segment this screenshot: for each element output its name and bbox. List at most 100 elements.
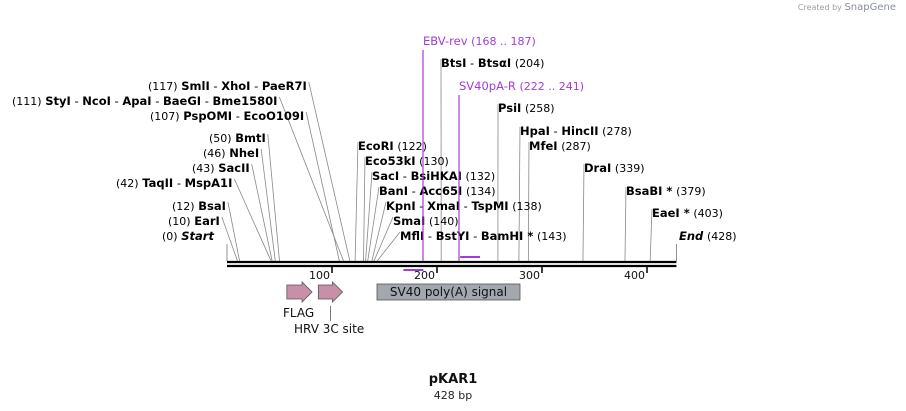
enzyme-connector-eco53ki [363,156,366,262]
enzyme-name-nhei: NheI [229,146,259,160]
enzyme-name-kpni: KpnI [386,199,416,213]
enzyme-label-ecori: EcoRI (122) [358,139,427,153]
primer-name-sv40pa-r: SV40pA-R [459,79,516,93]
enzyme-position-kpni: (138) [512,200,542,213]
enzyme-name-bsihkai: BsiHKAI [411,169,462,183]
primer-name-ebv-rev: EBV-rev [423,34,468,48]
enzyme-connector-hpai [518,126,521,262]
enzyme-name-ecori: EcoRI [358,139,394,153]
enzyme-name-hincii: HincII [561,124,598,138]
enzyme-label-drai: DraI (339) [584,161,645,175]
enzyme-name-styi: StyI [45,94,71,108]
enzyme-name-btsi: BtsI [441,56,466,70]
enzyme-label-btsi: BtsI - BtsαI (204) [441,56,544,70]
enzyme-position-eari: (10) [168,215,191,228]
enzyme-connector-drai [582,163,585,262]
primer-label-sv40pa-r: SV40pA-R (222 .. 241) [459,79,584,93]
enzyme-position-bani: (134) [466,185,496,198]
enzyme-name-pspomi: PspOMI [183,109,232,123]
enzyme-label-nhei: (46) NheI [203,146,259,160]
plasmid-name: pKAR1 [428,372,478,387]
methylation-star: * [680,206,690,220]
features: FLAG HRV 3C site SV40 poly(A) signal [283,281,521,336]
enzyme-name-eari: EarI [194,214,220,228]
enzyme-name-eaei: EaeI [652,206,680,220]
enzyme-label-smli: (117) SmlI - XhoI - PaeR7I [148,79,307,93]
enzyme-name-ncoi: NcoI [82,94,111,108]
ruler-label-200: 200 [414,269,435,282]
enzyme-name-bme1580i: Bme1580I [213,94,278,108]
enzyme-separator: - [399,169,410,183]
enzyme-position-eco53ki: (130) [419,155,449,168]
enzyme-position-psii: (258) [525,102,555,115]
enzyme-position-styi: (111) [12,95,42,108]
enzyme-position-smai: (140) [429,215,459,228]
enzyme-position-taqii: (42) [116,177,139,190]
enzyme-separator: - [424,229,435,243]
enzyme-name-saci: SacI [372,169,399,183]
enzyme-connector-ecori [354,141,359,262]
enzyme-labels: (117) SmlI - XhoI - PaeR7I(111) StyI - N… [12,56,737,243]
enzyme-label-styi: (111) StyI - NcoI - ApaI - BaeGI - Bme15… [12,94,277,108]
enzyme-position-mfei: (287) [561,140,591,153]
enzyme-name-bsai: BsaI [198,199,226,213]
enzyme-label-mfli: MflI - BstYI - BamHI * (143) [400,229,567,243]
enzyme-name-drai: DraI [584,161,611,175]
enzyme-label-saci: SacI - BsiHKAI (132) [372,169,495,183]
plasmid-length: 428 bp [433,389,473,402]
enzyme-name-eco53ki: Eco53kI [365,154,416,168]
backbone [227,260,677,268]
enzyme-connector-mfei [527,141,530,262]
feature-arrow-hrv-3c-site [317,281,344,303]
enzyme-name-mfli: MflI [400,229,424,243]
enzyme-position-eaei: (403) [693,207,723,220]
primer-label-ebv-rev: EBV-rev (168 .. 187) [423,34,536,48]
enzyme-name-bmti: BmtI [235,131,266,145]
enzyme-label-pspomi: (107) PspOMI - EcoO109I [150,109,304,123]
enzyme-label-eaei: EaeI * (403) [652,206,723,220]
watermark: Created by SnapGene [798,2,896,13]
ruler-label-100: 100 [309,269,330,282]
watermark-prefix: Created by [797,3,842,12]
feature-label-sv40-poly-a-signal: SV40 poly(A) signal [390,285,507,299]
enzyme-name-end: End [679,229,704,243]
enzyme-separator: - [201,94,212,108]
enzyme-connector-taqii [233,178,272,262]
enzyme-position-smli: (117) [148,80,178,93]
enzyme-label-start: (0) Start [162,229,214,243]
methylation-star: * [523,229,533,243]
enzyme-label-sacii: (43) SacII [192,161,250,175]
enzyme-name-bts-i: BtsαI [478,56,511,70]
enzyme-position-ecori: (122) [397,140,427,153]
enzyme-connector-bmti [267,133,280,262]
enzyme-connector-smli [308,81,351,262]
enzyme-connector-eari [221,216,238,262]
enzyme-connector-sacii [251,163,273,262]
enzyme-position-start: (0) [162,230,178,243]
enzyme-connector-bani [367,186,380,262]
feature-label-hrv-3c-site: HRV 3C site [294,322,364,336]
enzyme-separator: - [466,56,477,70]
enzyme-separator: - [210,79,221,93]
enzyme-connector-kpni [371,201,387,262]
enzyme-separator: - [111,94,122,108]
enzyme-connector-mfli [376,231,401,262]
enzyme-separator: - [71,94,82,108]
enzyme-label-mfei: MfeI (287) [529,139,591,153]
enzyme-name-bsabi: BsaBI [626,184,662,198]
primers: EBV-rev (168 .. 187) SV40pA-R (222 .. 241… [403,34,584,271]
enzyme-name-apai: ApaI [122,94,151,108]
primer-range-sv40pa-r: (222 .. 241) [520,80,585,93]
enzyme-connector-smai [373,216,394,262]
enzyme-label-hpai: HpaI - HincII (278) [520,124,632,138]
enzyme-name-mfei: MfeI [529,139,558,153]
enzyme-label-end: End (428) [679,229,737,243]
primer-range-ebv-rev: (168 .. 187) [471,35,536,48]
enzyme-name-baegi: BaeGI [163,94,201,108]
enzyme-position-nhei: (46) [203,147,226,160]
enzyme-separator: - [408,184,419,198]
enzyme-connector-bsabi [624,186,627,262]
ruler: 100 200 300 400 [309,266,648,282]
enzyme-name-hpai: HpaI [520,124,550,138]
